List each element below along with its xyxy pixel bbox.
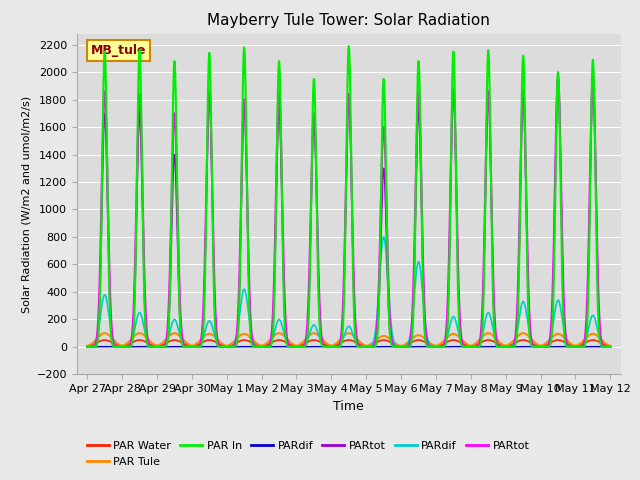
X-axis label: Time: Time bbox=[333, 400, 364, 413]
Legend: PAR Water, PAR Tule, PAR In, PARdif, PARtot, PARdif, PARtot: PAR Water, PAR Tule, PAR In, PARdif, PAR… bbox=[83, 437, 534, 471]
Y-axis label: Solar Radiation (W/m2 and umol/m2/s): Solar Radiation (W/m2 and umol/m2/s) bbox=[21, 96, 31, 312]
Title: Mayberry Tule Tower: Solar Radiation: Mayberry Tule Tower: Solar Radiation bbox=[207, 13, 490, 28]
Text: MB_tule: MB_tule bbox=[90, 44, 146, 57]
